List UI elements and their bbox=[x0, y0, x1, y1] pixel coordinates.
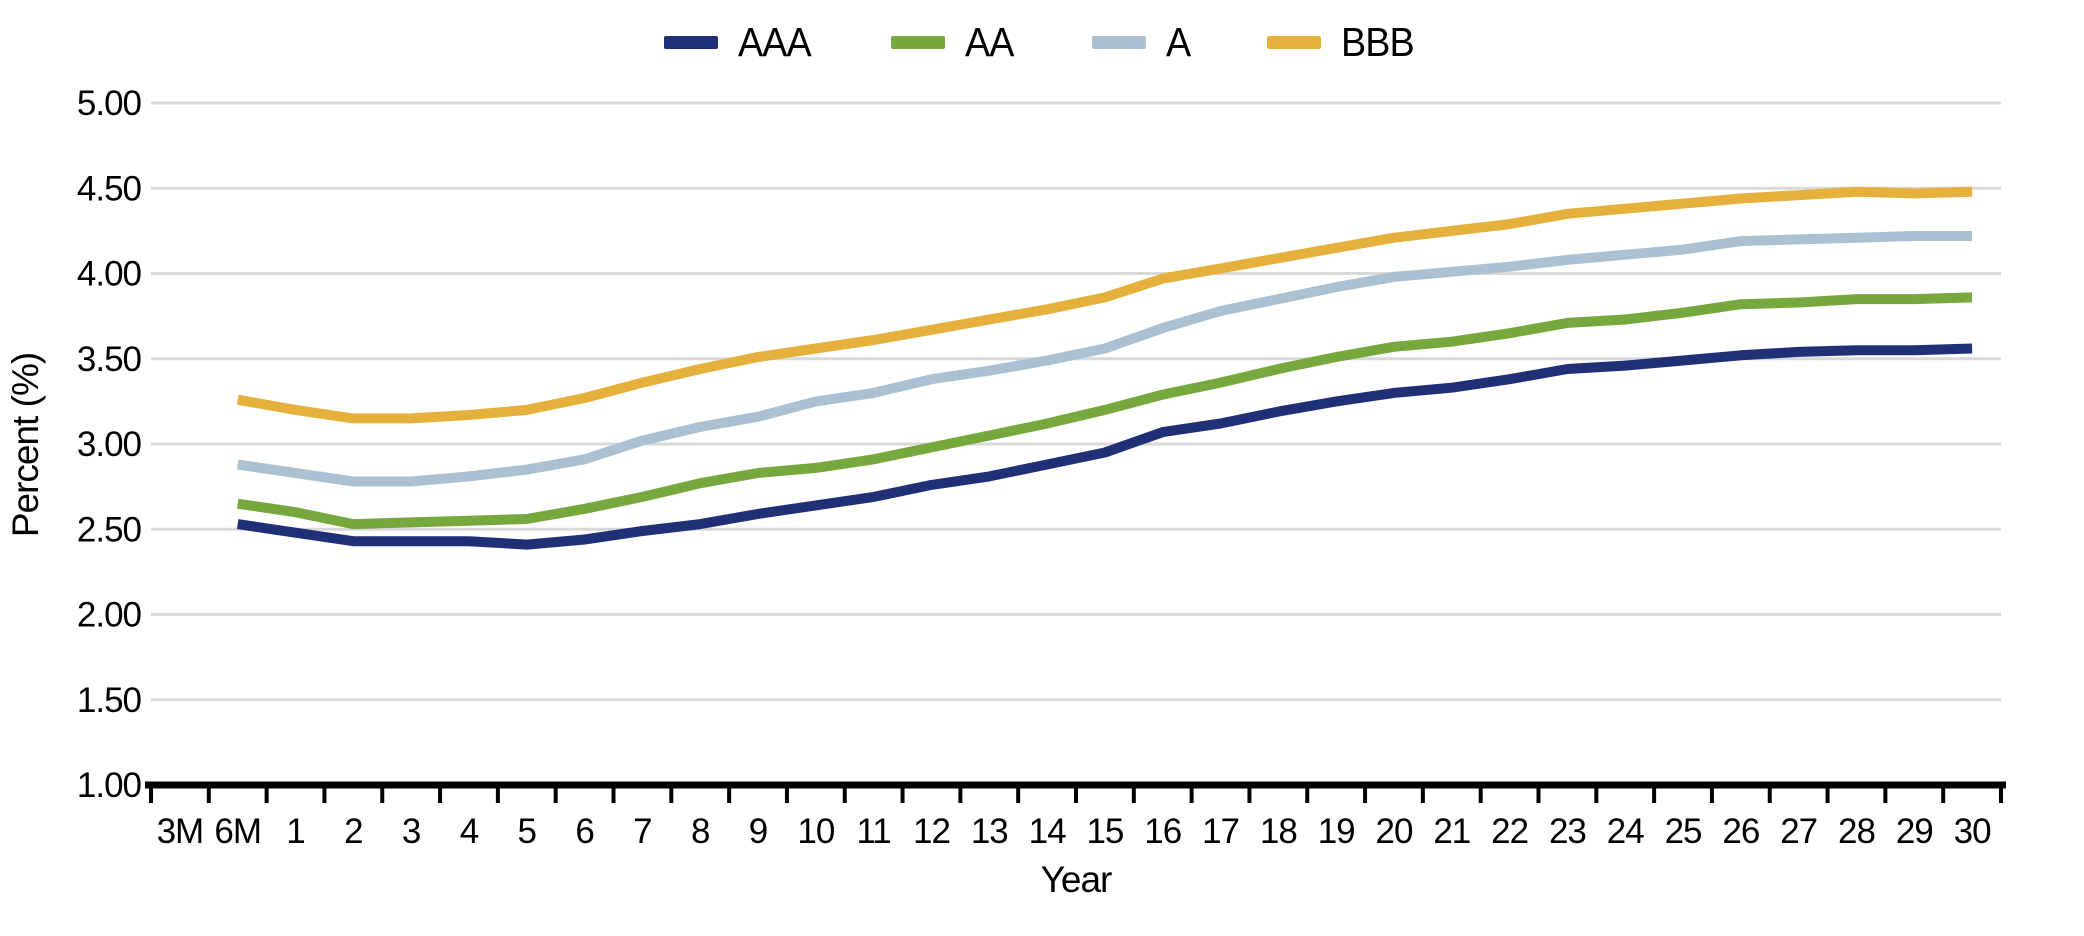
axes bbox=[145, 781, 2006, 803]
y-tick-label: 4.50 bbox=[77, 169, 142, 208]
x-tick-label: 11 bbox=[856, 812, 890, 851]
x-tick-label: 28 bbox=[1838, 812, 1875, 851]
x-tick-label: 29 bbox=[1896, 812, 1933, 851]
x-tick-label: 12 bbox=[913, 812, 950, 851]
x-tick-label: 3 bbox=[402, 812, 420, 851]
x-tick-label: 6 bbox=[575, 812, 593, 851]
y-tick-label: 4.00 bbox=[77, 255, 142, 294]
x-tick-label: 30 bbox=[1954, 812, 1991, 851]
series-line-AAA bbox=[236, 343, 1973, 550]
x-tick-label: 27 bbox=[1780, 812, 1817, 851]
y-axis-title: Percent (%) bbox=[5, 353, 46, 537]
x-tick-label: 19 bbox=[1318, 812, 1355, 851]
axis-labels: 5.00 4.50 4.00 3.50 3.00 2.50 2.00 1.50 1.00 3M 6M… bbox=[77, 84, 1992, 851]
x-tick-label: 10 bbox=[797, 812, 834, 851]
x-tick-label: 21 bbox=[1433, 812, 1470, 851]
x-tick-label: 22 bbox=[1491, 812, 1528, 851]
x-tick-label: 3M bbox=[157, 812, 204, 851]
x-axis-title: Year bbox=[1041, 859, 1112, 900]
x-tick-label: 7 bbox=[633, 812, 651, 851]
series-lines bbox=[236, 186, 1973, 550]
x-tick-label: 4 bbox=[460, 812, 479, 851]
x-tick-label: 13 bbox=[971, 812, 1008, 851]
x-tick-label: 1 bbox=[286, 812, 304, 851]
x-tick-label: 15 bbox=[1086, 812, 1123, 851]
series-line-BBB bbox=[236, 186, 1973, 424]
x-tick-label: 2 bbox=[344, 812, 362, 851]
y-tick-label: 1.00 bbox=[77, 766, 142, 805]
x-tick-label: 20 bbox=[1376, 812, 1413, 851]
x-tick-label: 8 bbox=[691, 812, 709, 851]
y-tick-label: 2.50 bbox=[77, 510, 142, 549]
x-tick-label: 18 bbox=[1260, 812, 1297, 851]
y-tick-label: 3.00 bbox=[77, 425, 142, 464]
x-tick-label: 25 bbox=[1665, 812, 1702, 851]
x-tick-label: 6M bbox=[214, 812, 261, 851]
x-tick-label: 23 bbox=[1549, 812, 1586, 851]
x-tick-label: 14 bbox=[1029, 812, 1066, 851]
x-tick-label: 9 bbox=[749, 812, 767, 851]
y-tick-label: 3.50 bbox=[77, 340, 142, 379]
series-line-A bbox=[236, 231, 1973, 487]
y-tick-label: 2.00 bbox=[77, 596, 142, 635]
y-tick-label: 1.50 bbox=[77, 681, 142, 720]
x-tick-label: 5 bbox=[518, 812, 536, 851]
gridlines bbox=[151, 101, 2001, 702]
y-tick-label: 5.00 bbox=[77, 84, 142, 123]
x-tick-label: 16 bbox=[1144, 812, 1181, 851]
series-line-AA bbox=[236, 292, 1973, 530]
x-tick-label: 26 bbox=[1722, 812, 1759, 851]
x-tick-label: 24 bbox=[1607, 812, 1644, 851]
x-tick-label: 17 bbox=[1202, 812, 1239, 851]
